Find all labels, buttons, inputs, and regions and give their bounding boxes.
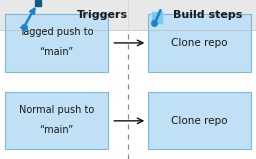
Text: “main”: “main” bbox=[39, 48, 73, 57]
Text: “main”: “main” bbox=[39, 125, 73, 135]
FancyBboxPatch shape bbox=[0, 30, 256, 159]
FancyBboxPatch shape bbox=[0, 0, 128, 30]
FancyBboxPatch shape bbox=[5, 14, 108, 72]
FancyBboxPatch shape bbox=[148, 14, 251, 72]
Text: Normal push to: Normal push to bbox=[19, 105, 94, 115]
FancyBboxPatch shape bbox=[128, 0, 256, 30]
FancyBboxPatch shape bbox=[148, 92, 251, 149]
FancyBboxPatch shape bbox=[5, 92, 108, 149]
Text: Tagged push to: Tagged push to bbox=[19, 27, 94, 37]
Text: Clone repo: Clone repo bbox=[172, 116, 228, 126]
FancyBboxPatch shape bbox=[152, 12, 163, 25]
Text: Clone repo: Clone repo bbox=[172, 38, 228, 48]
Text: Triggers: Triggers bbox=[77, 10, 128, 20]
Text: Build steps: Build steps bbox=[173, 10, 242, 20]
